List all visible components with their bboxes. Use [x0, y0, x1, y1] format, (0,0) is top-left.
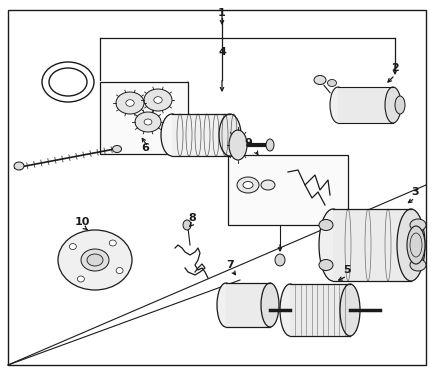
Ellipse shape [228, 130, 247, 160]
Ellipse shape [218, 114, 240, 156]
Ellipse shape [183, 220, 191, 230]
Ellipse shape [406, 226, 424, 264]
Ellipse shape [279, 284, 299, 336]
Ellipse shape [243, 182, 253, 188]
Ellipse shape [260, 180, 274, 190]
Ellipse shape [339, 284, 359, 336]
Bar [289, 284, 349, 336]
Bar [227, 155, 347, 225]
Text: 1: 1 [217, 8, 225, 18]
Text: 5: 5 [342, 265, 350, 275]
Ellipse shape [87, 254, 103, 266]
Ellipse shape [116, 92, 144, 114]
Ellipse shape [69, 244, 76, 250]
Text: 8: 8 [187, 213, 195, 223]
Bar [226, 283, 270, 327]
Ellipse shape [384, 87, 400, 123]
Text: 10: 10 [74, 217, 89, 227]
Bar [100, 82, 187, 154]
Text: 2: 2 [390, 63, 398, 73]
Ellipse shape [409, 259, 425, 271]
Ellipse shape [396, 209, 424, 281]
Ellipse shape [318, 209, 346, 281]
Bar [171, 114, 230, 156]
Ellipse shape [81, 249, 109, 271]
Text: 7: 7 [226, 260, 233, 270]
Text: 3: 3 [410, 187, 418, 197]
Text: 9: 9 [243, 138, 251, 148]
Bar [332, 209, 410, 281]
Ellipse shape [260, 283, 278, 327]
Ellipse shape [154, 97, 162, 103]
Bar [337, 87, 392, 123]
Ellipse shape [237, 177, 258, 193]
Ellipse shape [313, 76, 325, 85]
Ellipse shape [409, 219, 425, 231]
Ellipse shape [161, 114, 183, 156]
Ellipse shape [329, 87, 345, 123]
Ellipse shape [394, 96, 404, 114]
Text: 4: 4 [217, 47, 225, 57]
Ellipse shape [77, 276, 84, 282]
Ellipse shape [327, 79, 336, 86]
Ellipse shape [274, 254, 284, 266]
Ellipse shape [217, 283, 234, 327]
Ellipse shape [14, 162, 24, 170]
Ellipse shape [135, 112, 161, 132]
Ellipse shape [265, 139, 273, 151]
Ellipse shape [318, 259, 332, 270]
Ellipse shape [112, 146, 121, 153]
Ellipse shape [125, 100, 134, 106]
Ellipse shape [109, 240, 116, 246]
Ellipse shape [58, 230, 132, 290]
Text: 6: 6 [141, 143, 148, 153]
Ellipse shape [144, 119, 151, 125]
Ellipse shape [144, 89, 171, 111]
Ellipse shape [318, 220, 332, 230]
Ellipse shape [116, 268, 123, 274]
FancyArrowPatch shape [323, 85, 329, 93]
